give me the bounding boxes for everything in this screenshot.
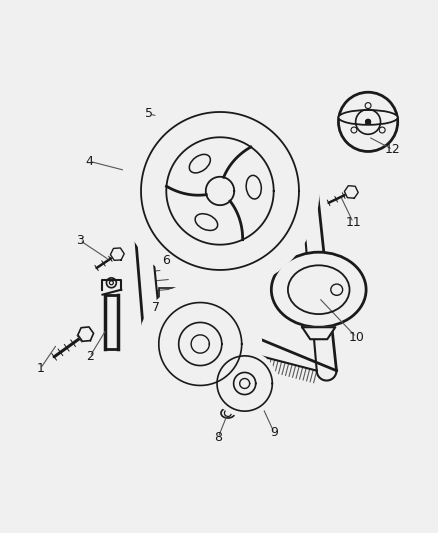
- Circle shape: [366, 119, 371, 124]
- Text: 11: 11: [346, 216, 361, 229]
- Circle shape: [365, 103, 371, 109]
- Text: 3: 3: [76, 234, 84, 247]
- Ellipse shape: [331, 284, 343, 295]
- Ellipse shape: [189, 155, 210, 173]
- Polygon shape: [78, 327, 94, 341]
- Polygon shape: [344, 185, 358, 198]
- Text: 12: 12: [385, 143, 401, 156]
- Text: 7: 7: [152, 301, 160, 314]
- Text: 5: 5: [145, 108, 153, 120]
- Text: 2: 2: [86, 350, 94, 364]
- Ellipse shape: [271, 252, 366, 327]
- Circle shape: [366, 119, 371, 124]
- Text: 9: 9: [270, 426, 278, 439]
- Text: 4: 4: [86, 155, 94, 168]
- Ellipse shape: [246, 175, 261, 199]
- Circle shape: [339, 92, 398, 151]
- Ellipse shape: [246, 175, 261, 199]
- Circle shape: [379, 127, 385, 133]
- Polygon shape: [110, 248, 124, 260]
- Text: 10: 10: [348, 330, 364, 344]
- Text: 6: 6: [162, 254, 170, 266]
- Circle shape: [351, 127, 357, 133]
- Circle shape: [212, 351, 277, 416]
- Text: 8: 8: [214, 431, 222, 445]
- Ellipse shape: [339, 110, 398, 125]
- Circle shape: [139, 283, 261, 405]
- Circle shape: [366, 119, 371, 124]
- Text: 1: 1: [36, 362, 44, 375]
- Bar: [159, 288, 210, 332]
- Ellipse shape: [189, 155, 210, 173]
- Polygon shape: [302, 327, 336, 339]
- Ellipse shape: [195, 214, 218, 230]
- Ellipse shape: [195, 214, 218, 230]
- Circle shape: [121, 92, 319, 290]
- Ellipse shape: [221, 408, 235, 418]
